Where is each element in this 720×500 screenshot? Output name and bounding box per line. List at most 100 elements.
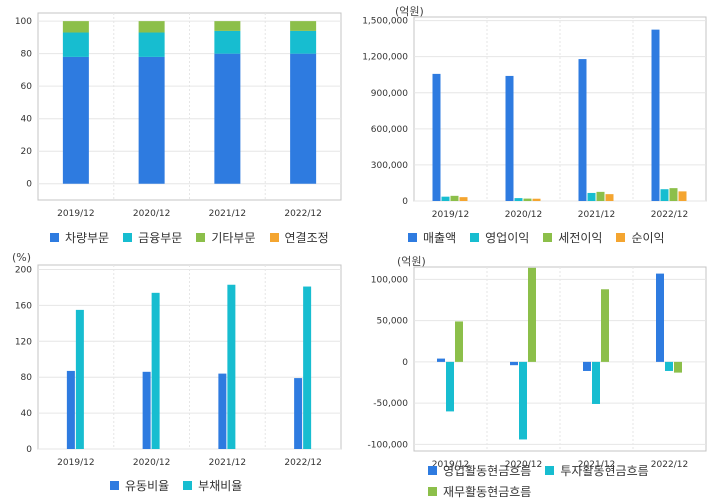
chart4-ytick-label: -100,000 (368, 440, 409, 450)
legend-item[interactable]: 순이익 (616, 229, 665, 246)
legend-swatch (50, 233, 59, 242)
chart2-ytick-label: 600,000 (371, 125, 408, 135)
chart3-ytick-label: 40 (21, 409, 33, 419)
chart4-bar-영업활동현금흐름 (510, 361, 518, 366)
legend-swatch (269, 233, 279, 242)
chart1-xtick-label: 2019/12 (57, 209, 94, 219)
legend-item[interactable]: 투자활동현금흐름 (545, 462, 649, 479)
legend-item[interactable]: 매출액 (408, 229, 456, 246)
legend-item[interactable]: 부채비율 (183, 477, 242, 494)
chart2-legend: 매출액 영업이익 세전이익 순이익 (408, 229, 708, 246)
chart2-ytick-label: 1,500,000 (362, 17, 408, 27)
legend-item[interactable]: 영업활동현금흐름 (428, 462, 531, 479)
chart3-bar-부채비율 (303, 286, 312, 449)
chart2-bar-매출액 (578, 59, 587, 201)
chart2-bar-세전이익 (596, 191, 605, 201)
chart3-bar-부채비율 (151, 292, 160, 449)
chart2-bar-영업이익 (514, 198, 523, 201)
chart2-xtick-label: 2021/12 (578, 210, 615, 220)
chart3-ytick-label: 200 (15, 265, 32, 275)
legend-label: 세전이익 (558, 231, 603, 245)
legend-label: 순이익 (631, 231, 665, 245)
chart4-ytick-label: 50,000 (377, 317, 409, 327)
chart3-bar-부채비율 (75, 309, 84, 449)
legend-label: 부채비율 (198, 479, 243, 493)
chart2-ytick-label: 0 (402, 197, 408, 207)
chart1-bar-기타부문 (290, 21, 317, 31)
legend-label: 연결조정 (284, 231, 329, 245)
legend-swatch (428, 466, 437, 475)
chart2-bar-순이익 (678, 191, 687, 201)
chart2-bar-세전이익 (450, 195, 459, 201)
legend-item[interactable]: 차량부문 (50, 229, 109, 246)
legend-swatch (110, 481, 119, 490)
chart3-xtick-label: 2022/12 (284, 458, 321, 468)
chart2-ytick-label: 1,200,000 (362, 53, 408, 63)
chart1-bar-차량부문 (214, 53, 241, 184)
chart2-bar-매출액 (651, 29, 660, 201)
chart3-ytick-label: 120 (15, 337, 32, 347)
chart2-bar-매출액 (432, 73, 441, 201)
chart2-bar-영업이익 (587, 192, 596, 201)
chart3-bar-유동비율 (66, 370, 75, 449)
legend-label: 투자활동현금흐름 (560, 464, 649, 478)
chart2-bar-순이익 (532, 198, 541, 201)
chart4-bar-투자활동현금흐름 (592, 361, 600, 404)
chart4-bar-재무활동현금흐름 (455, 321, 463, 362)
chart4-xtick-label: 2020/12 (505, 460, 542, 470)
legend-item[interactable]: 재무활동현금흐름 (428, 483, 531, 500)
chart2-ytick-label: 300,000 (371, 161, 408, 171)
chart1-bar-금융부문 (62, 32, 89, 57)
chart2-bar-영업이익 (660, 189, 669, 201)
chart1-ytick-label: 40 (21, 115, 33, 125)
chart4-bar-재무활동현금흐름 (528, 267, 536, 362)
chart1-ytick-label: 0 (26, 180, 32, 190)
chart1-ytick-label: 80 (21, 50, 33, 60)
chart1-ytick-label: 100 (15, 17, 32, 27)
chart1-bar-기타부문 (214, 21, 241, 31)
legend-label: 영업활동현금흐름 (443, 464, 532, 478)
legend-item[interactable]: 기타부문 (196, 229, 256, 246)
legend-item[interactable]: 유동비율 (110, 477, 169, 494)
legend-swatch (408, 233, 417, 242)
chart1-bar-차량부문 (138, 56, 165, 184)
legend-swatch (196, 233, 206, 242)
chart4-xtick-label: 2019/12 (432, 460, 469, 470)
legend-swatch (123, 233, 133, 242)
chart3-bar-유동비율 (142, 371, 151, 449)
chart4-bar-투자활동현금흐름 (665, 361, 673, 371)
chart3-legend: 유동비율 부채비율 (110, 477, 310, 494)
chart4-bar-투자활동현금흐름 (446, 361, 454, 412)
chart2-xtick-label: 2022/12 (651, 210, 688, 220)
chart1-bar-기타부문 (62, 21, 89, 33)
legend-item[interactable]: 세전이익 (543, 229, 602, 246)
chart1-xtick-label: 2020/12 (133, 209, 170, 219)
chart2-ytick-label: 900,000 (371, 89, 408, 99)
legend-label: 영업이익 (485, 231, 530, 245)
chart1-xtick-label: 2022/12 (284, 209, 321, 219)
chart4-bar-영업활동현금흐름 (437, 358, 445, 362)
chart4-xtick-label: 2022/12 (651, 460, 688, 470)
chart2-bar-영업이익 (441, 196, 450, 201)
chart3-xtick-label: 2020/12 (133, 458, 170, 468)
legend-label: 기타부문 (211, 231, 256, 245)
legend-item[interactable]: 연결조정 (269, 229, 329, 246)
chart4-ytick-label: -50,000 (373, 399, 408, 409)
chart3-ytick-label: 80 (21, 373, 33, 383)
chart2-bar-순이익 (605, 194, 614, 201)
chart4-bar-투자활동현금흐름 (519, 361, 527, 440)
chart3-ytick-label: 0 (26, 445, 32, 455)
chart4-bar-재무활동현금흐름 (601, 289, 609, 362)
chart3-bar-유동비율 (294, 378, 303, 449)
chart3-xtick-label: 2021/12 (209, 458, 246, 468)
legend-item[interactable]: 영업이익 (470, 229, 529, 246)
chart4-ytick-label: 0 (402, 358, 408, 368)
legend-swatch (616, 233, 626, 242)
chart1-bar-금융부문 (138, 32, 165, 57)
chart2-bar-매출액 (505, 75, 514, 201)
legend-item[interactable]: 금융부문 (123, 229, 182, 246)
chart1-bar-금융부문 (290, 30, 317, 54)
chart3-unit-label: (%) (12, 251, 32, 264)
